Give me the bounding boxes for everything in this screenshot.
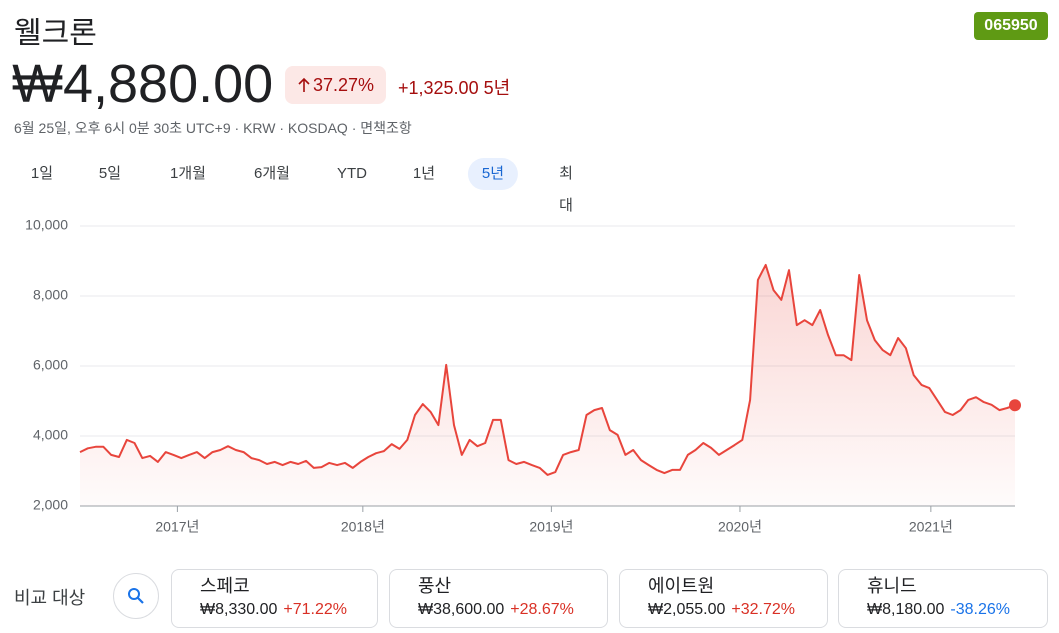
change-percent: 37.27% (312, 74, 375, 95)
x-tick-label: 2021년 (909, 519, 953, 535)
compare-card[interactable]: 스페코 ₩8,330.00 +71.22% (171, 569, 378, 628)
y-tick-label: 4,000 (33, 427, 68, 443)
stock-title: 웰크론 (14, 17, 97, 50)
up-arrow (298, 77, 310, 92)
change-value: +1,325.00 (398, 78, 479, 98)
compare-price: ₩8,180.00 (867, 601, 945, 618)
x-tick-label: 2020년 (718, 519, 762, 535)
range-tab[interactable]: YTD (337, 165, 367, 182)
compare-name: 휴니드 (867, 576, 917, 596)
compare-label: 비교 대상 (14, 588, 86, 608)
range-tab[interactable]: 1일 (30, 165, 54, 182)
y-tick-label: 2,000 (33, 497, 68, 513)
compare-change: +32.72% (731, 601, 795, 618)
x-tick-label: 2019년 (529, 519, 573, 535)
range-tab[interactable]: 1년 (412, 165, 436, 182)
compare-price: ₩2,055.00 (648, 601, 726, 618)
range-tab[interactable]: 5년 (467, 158, 519, 190)
compare-name: 스페코 (200, 576, 250, 596)
end-dot (1009, 399, 1021, 412)
compare-price: ₩38,600.00 (418, 601, 505, 618)
y-tick-label: 10,000 (25, 217, 68, 233)
change-pill: 37.27% (285, 66, 386, 104)
range-tab[interactable]: 최대 (559, 165, 573, 214)
compare-name: 풍산 (418, 576, 452, 596)
compare-price: ₩8,330.00 (200, 601, 278, 618)
compare-change: -38.26% (950, 601, 1010, 618)
area (80, 264, 1015, 506)
range-tab[interactable]: 5일 (98, 165, 122, 182)
compare-price-row: ₩38,600.00 +28.67% (418, 601, 574, 619)
compare-change: +71.22% (283, 601, 347, 618)
ticker-badge[interactable]: 065950 (974, 12, 1048, 40)
price: ₩4,880.00 (12, 54, 274, 114)
compare-change: +28.67% (510, 601, 574, 618)
compare-card[interactable]: 풍산 ₩38,600.00 +28.67% (389, 569, 608, 628)
x-tick-label: 2017년 (155, 519, 199, 535)
chart: 2,000 4,000 6,000 8,000 10,000 2017년 2018년 2019… (25, 217, 1021, 535)
meta: 6월 25일, 오후 6시 0분 30초 UTC+9 · KRW · KOSDA… (14, 120, 412, 136)
range-tabs: 1일 5일 1개월 6개월 YTD 1년 5년 최대 (0, 158, 620, 214)
compare-price-row: ₩2,055.00 +32.72% (648, 601, 795, 619)
compare-name: 에이트원 (648, 576, 715, 596)
x-tick-label: 2018년 (341, 519, 385, 535)
range-tab[interactable]: 1개월 (170, 165, 206, 182)
price-line (79, 263, 1016, 476)
compare-price-row: ₩8,330.00 +71.22% (200, 601, 347, 619)
change-period: 5년 (483, 78, 511, 98)
compare-search[interactable] (113, 573, 159, 619)
y-tick-label: 6,000 (33, 357, 68, 373)
compare-card[interactable]: 휴니드 ₩8,180.00 -38.26% (838, 569, 1048, 628)
range-tab[interactable]: 6개월 (254, 165, 290, 182)
compare-card[interactable]: 에이트원 ₩2,055.00 +32.72% (619, 569, 828, 628)
compare-price-row: ₩8,180.00 -38.26% (867, 601, 1010, 619)
y-tick-label: 8,000 (33, 287, 68, 303)
change: +1,325.00 5년 (398, 74, 510, 100)
search-icon (128, 588, 144, 604)
